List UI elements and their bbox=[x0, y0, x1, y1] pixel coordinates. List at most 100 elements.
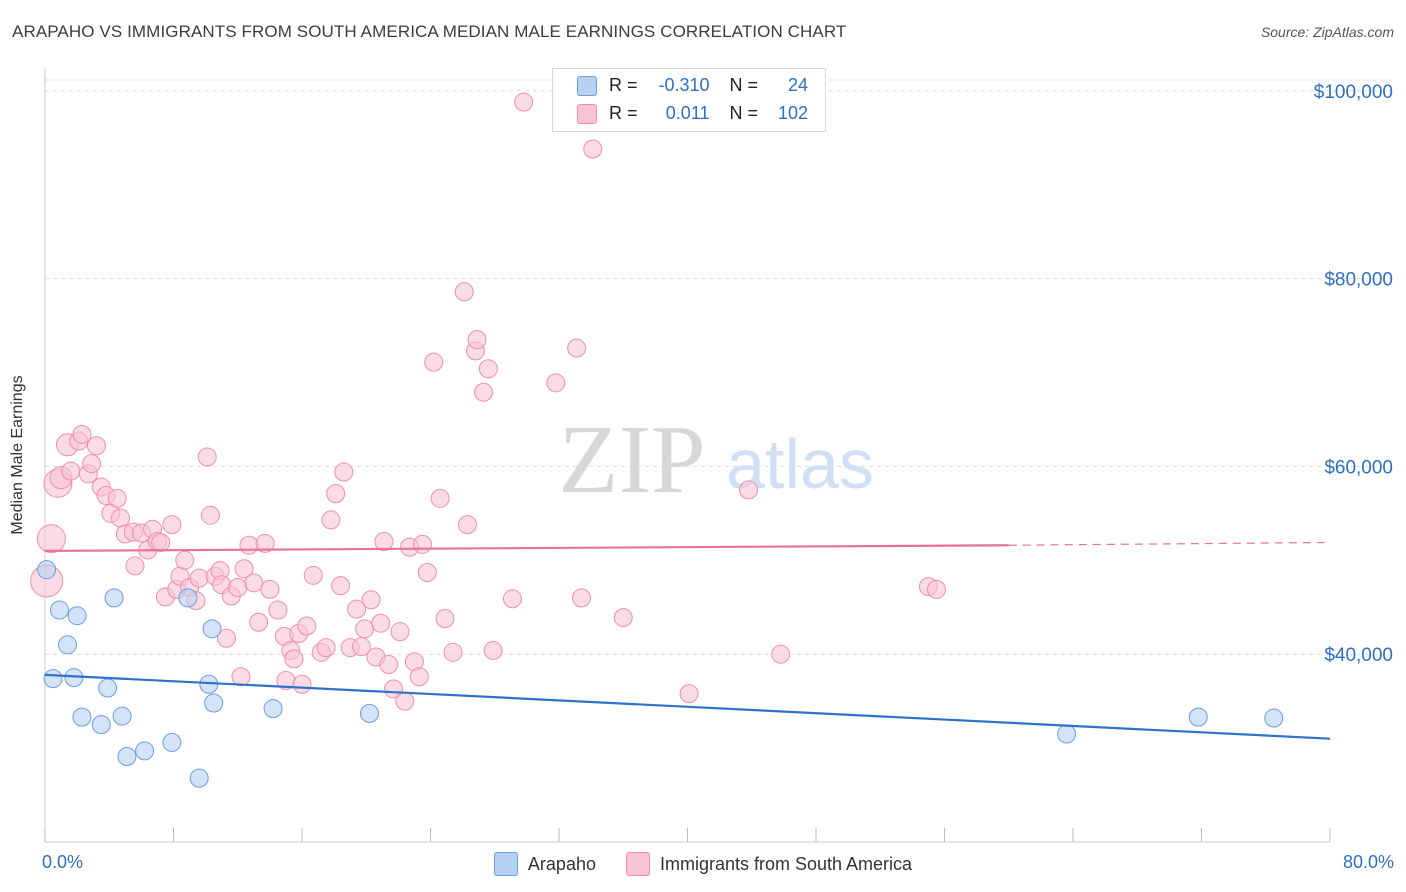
data-point bbox=[326, 484, 346, 504]
data-point bbox=[424, 352, 444, 372]
data-point bbox=[197, 447, 217, 467]
data-point bbox=[334, 462, 354, 482]
data-point bbox=[202, 619, 222, 639]
axes bbox=[44, 68, 1331, 843]
data-point bbox=[467, 330, 487, 350]
data-point bbox=[234, 559, 254, 579]
legend-r-value: -0.310 bbox=[658, 75, 710, 95]
series-arapaho bbox=[37, 560, 1284, 788]
data-point bbox=[571, 588, 591, 608]
data-point bbox=[86, 436, 106, 456]
data-point bbox=[204, 693, 224, 713]
data-point bbox=[395, 691, 415, 711]
legend-r-label: R = bbox=[609, 103, 638, 123]
data-point bbox=[483, 640, 503, 660]
data-point bbox=[430, 488, 450, 508]
watermark-zip: ZIP bbox=[559, 406, 706, 514]
data-point bbox=[228, 578, 248, 598]
trend-lines bbox=[44, 541, 1331, 740]
data-point bbox=[162, 732, 182, 752]
trend-line-extension bbox=[1008, 541, 1331, 546]
data-point bbox=[546, 373, 566, 393]
data-point bbox=[231, 667, 251, 687]
data-point bbox=[178, 588, 198, 608]
data-point bbox=[175, 550, 195, 570]
data-point bbox=[82, 454, 102, 474]
data-point bbox=[110, 508, 130, 528]
data-point bbox=[331, 576, 351, 596]
data-point bbox=[189, 768, 209, 788]
data-point bbox=[1057, 724, 1077, 744]
data-point bbox=[98, 678, 118, 698]
legend-swatch-arapaho bbox=[577, 75, 597, 96]
correlation-legend: R = -0.310 N = 24 R = 0.011 N = 102 bbox=[552, 68, 826, 132]
legend-label: Arapaho bbox=[527, 853, 596, 874]
data-point bbox=[347, 599, 367, 619]
data-point bbox=[583, 139, 603, 159]
data-point bbox=[679, 684, 699, 704]
y-axis-label: Median Male Earnings bbox=[9, 375, 26, 535]
data-point bbox=[91, 715, 111, 735]
trend-line bbox=[44, 544, 1009, 553]
data-point bbox=[417, 563, 437, 582]
data-point bbox=[37, 560, 57, 580]
data-point bbox=[1188, 707, 1208, 727]
legend-swatch bbox=[625, 852, 650, 876]
legend-n-label: N = bbox=[729, 75, 759, 95]
data-point bbox=[104, 588, 124, 608]
data-point bbox=[43, 669, 63, 689]
x-label-max: 80.0% bbox=[1342, 852, 1394, 872]
data-point bbox=[613, 608, 633, 628]
data-point bbox=[514, 92, 534, 112]
data-point bbox=[57, 635, 77, 655]
data-point bbox=[249, 612, 269, 632]
data-point bbox=[321, 510, 341, 530]
data-point bbox=[292, 674, 312, 694]
data-point bbox=[151, 532, 171, 552]
data-point bbox=[926, 579, 946, 599]
data-point bbox=[125, 556, 145, 576]
data-point bbox=[739, 480, 759, 500]
legend-n-label: N = bbox=[729, 103, 759, 123]
legend-n-value: 102 bbox=[777, 103, 809, 123]
data-point bbox=[49, 600, 69, 620]
y-tick-label: $60,000 bbox=[1324, 457, 1393, 478]
data-point bbox=[255, 533, 275, 553]
data-point bbox=[268, 600, 288, 620]
data-point bbox=[474, 382, 494, 402]
data-point bbox=[359, 703, 379, 723]
data-point bbox=[297, 616, 317, 636]
data-point bbox=[284, 649, 304, 669]
data-point bbox=[379, 655, 399, 675]
legend-label: Immigrants from South America bbox=[659, 853, 913, 874]
y-tick-label: $40,000 bbox=[1324, 645, 1393, 666]
data-point bbox=[72, 424, 92, 444]
data-point bbox=[135, 741, 155, 761]
data-point bbox=[200, 505, 220, 525]
data-point bbox=[374, 532, 394, 552]
data-point bbox=[361, 590, 381, 610]
data-point bbox=[371, 613, 391, 633]
data-point bbox=[457, 515, 477, 535]
legend-item-immigrants[interactable]: Immigrants from South America bbox=[625, 852, 913, 876]
data-point bbox=[412, 534, 432, 554]
data-point bbox=[61, 461, 81, 481]
data-point bbox=[502, 589, 522, 609]
data-point bbox=[244, 573, 264, 593]
data-point bbox=[303, 565, 323, 585]
data-point bbox=[454, 282, 474, 302]
data-point bbox=[72, 707, 92, 727]
legend-n-value: 24 bbox=[788, 75, 809, 95]
data-point bbox=[263, 699, 283, 719]
legend-r-value: 0.011 bbox=[665, 103, 710, 123]
data-point bbox=[67, 606, 87, 626]
x-label-min: 0.0% bbox=[42, 852, 84, 872]
legend-item-arapaho[interactable]: Arapaho bbox=[493, 852, 596, 876]
source-label: Source: ZipAtlas.com bbox=[1260, 24, 1394, 40]
legend-row-immigrants: R = 0.011 N = 102 bbox=[577, 103, 808, 124]
data-point bbox=[771, 644, 791, 664]
data-point bbox=[409, 667, 429, 687]
data-point bbox=[36, 524, 66, 554]
y-tick-label: $100,000 bbox=[1314, 82, 1393, 103]
